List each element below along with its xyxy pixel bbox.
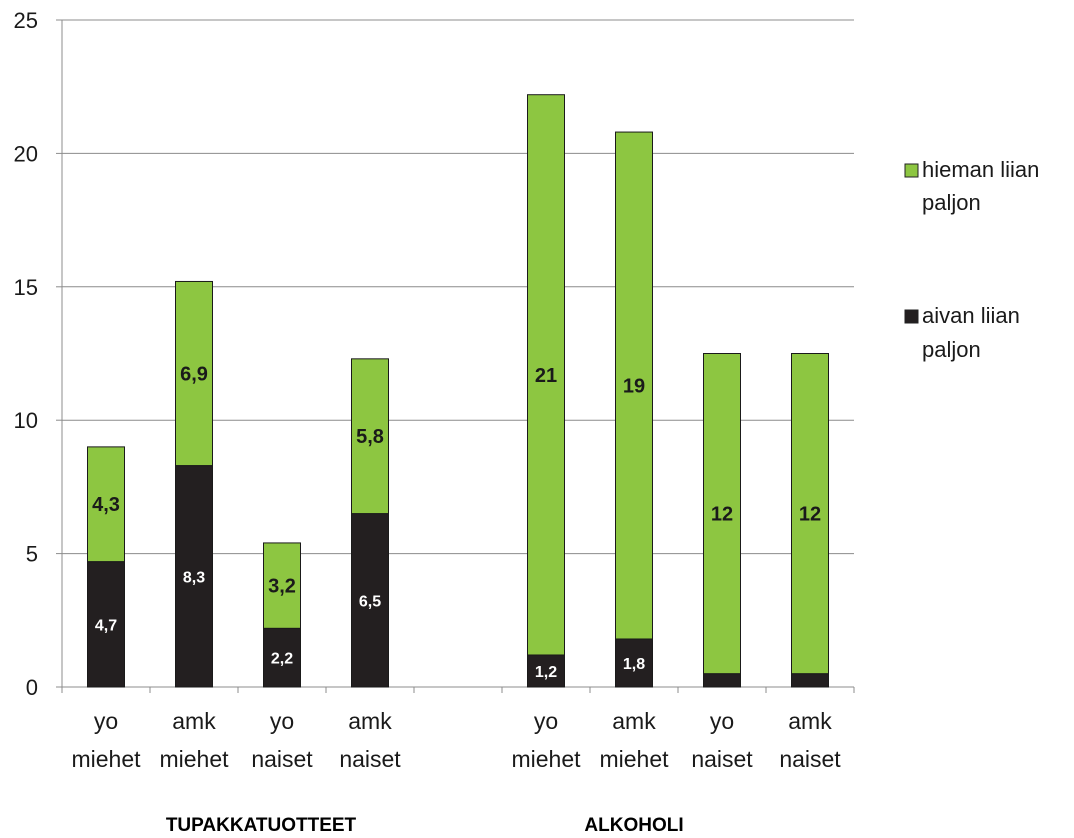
x-category-label: amk [612, 708, 656, 734]
bar-segment-aivan [791, 673, 829, 688]
group-label-alcohol: ALKOHOLI [584, 815, 683, 836]
x-category-label: miehet [599, 746, 669, 772]
x-category-label: miehet [159, 746, 229, 772]
data-label: 4,7 [95, 617, 117, 634]
legend-swatch-black [904, 309, 919, 324]
bar-segment-hieman [263, 542, 301, 629]
data-label: 6,9 [180, 364, 208, 386]
data-label: 2,2 [271, 651, 293, 668]
bar-segment-aivan [351, 513, 389, 688]
x-category-label: yo [270, 708, 294, 734]
bar-segment-hieman [615, 131, 653, 640]
data-label: 3,2 [268, 576, 296, 598]
data-label: 1,2 [535, 664, 557, 681]
bar-segment-hieman [703, 353, 741, 675]
y-tick-label: 20 [14, 141, 38, 166]
bar-segment-aivan [527, 654, 565, 688]
category-labels: yo miehet amk miehet yo naiset amk naiset yo mieh… [71, 708, 841, 772]
y-tick-label: 25 [14, 8, 38, 33]
x-category-label: naiset [779, 746, 841, 772]
data-label: 1,8 [623, 656, 645, 673]
bars: 4,7 4,3 8,3 6,9 2,2 3,2 6,5 5,8 1,2 21 1,8 19 12 12 [87, 94, 829, 688]
bar-segment-hieman [791, 353, 829, 675]
x-category-label: amk [788, 708, 832, 734]
legend-label-green-line1: hieman liian [922, 157, 1039, 182]
legend-label-black-line1: aivan liian [922, 303, 1020, 328]
data-label: 12 [711, 504, 733, 526]
data-label: 19 [623, 376, 645, 398]
data-label: 4,3 [92, 494, 120, 516]
y-tick-labels: 0 5 10 15 20 25 [14, 8, 38, 700]
x-category-label: naiset [251, 746, 313, 772]
y-tick-label: 5 [26, 542, 38, 567]
x-category-label: naiset [691, 746, 753, 772]
x-category-label: yo [534, 708, 558, 734]
y-tick-label: 10 [14, 408, 38, 433]
data-label: 21 [535, 365, 557, 387]
x-category-label: amk [172, 708, 216, 734]
data-label: 8,3 [183, 569, 205, 586]
bar-segment-aivan [87, 561, 125, 688]
bar-segment-hieman [87, 446, 125, 563]
legend: hieman liian paljon aivan liian paljon [904, 157, 1039, 362]
legend-label-green-line2: paljon [922, 190, 981, 215]
bar-segment-hieman [527, 94, 565, 656]
x-category-label: miehet [71, 746, 141, 772]
bar-segment-aivan [263, 627, 301, 688]
bar-segment-hieman [351, 358, 389, 515]
legend-label-black-line2: paljon [922, 337, 981, 362]
group-label-tobacco: TUPAKKATUOTTEET [166, 815, 357, 836]
x-category-label: miehet [511, 746, 581, 772]
bar-segment-hieman [175, 280, 213, 467]
data-label: 6,5 [359, 593, 381, 610]
data-label: 5,8 [356, 426, 384, 448]
y-tick-label: 0 [26, 675, 38, 700]
bar-segment-aivan [175, 465, 213, 688]
x-category-label: yo [710, 708, 734, 734]
legend-swatch-green [904, 163, 919, 178]
x-category-label: yo [94, 708, 118, 734]
x-category-label: amk [348, 708, 392, 734]
data-label: 12 [799, 504, 821, 526]
x-category-label: naiset [339, 746, 401, 772]
y-tick-label: 15 [14, 275, 38, 300]
bar-segment-aivan [703, 673, 741, 688]
